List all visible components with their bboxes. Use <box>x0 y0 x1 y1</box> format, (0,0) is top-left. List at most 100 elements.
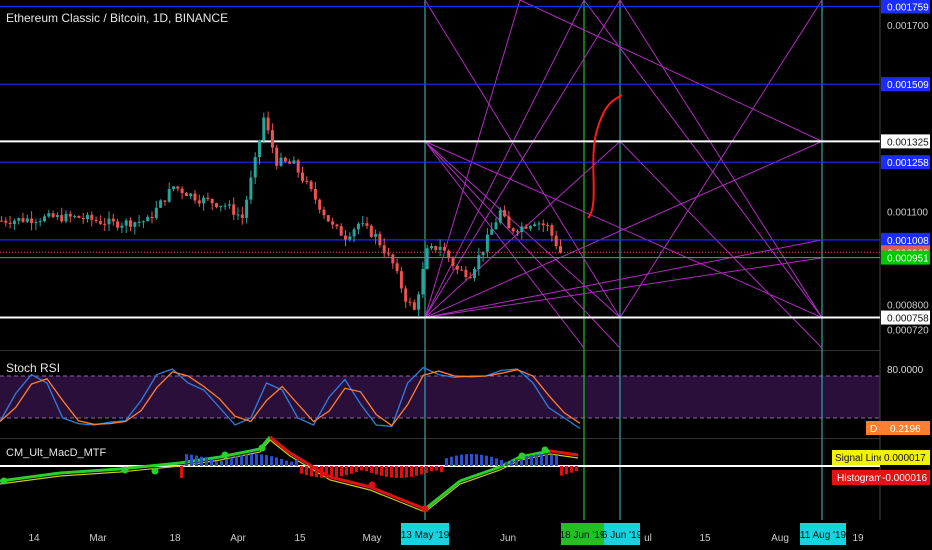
candle-body <box>240 214 244 218</box>
candle-body <box>129 220 132 227</box>
candle-body <box>485 234 489 252</box>
histogram-bar <box>400 466 403 478</box>
macd-title: CM_Ult_MacD_MTF <box>6 447 107 459</box>
macd-line-segment <box>59 467 121 475</box>
histogram-value-box <box>881 470 930 485</box>
price-axis-label: 0.000720 <box>887 325 929 336</box>
time-axis-label: 14 <box>28 533 40 544</box>
histogram-bar <box>415 466 418 476</box>
macd-line-segment <box>459 465 501 483</box>
candle-body <box>455 265 459 270</box>
candle-body <box>473 268 476 279</box>
candle-body <box>167 189 171 202</box>
histogram-bar <box>200 456 203 466</box>
candle-body <box>374 234 378 237</box>
candle-body <box>369 225 373 237</box>
candle-body <box>4 220 8 223</box>
candle-body <box>8 222 12 225</box>
signal-value-box <box>881 450 930 465</box>
candle-body <box>25 218 29 222</box>
price-axis-label: 0.001700 <box>887 21 929 32</box>
price-axis-label: 0.001100 <box>887 207 928 218</box>
signal-value: 0.000017 <box>884 453 926 464</box>
histogram-bar <box>190 454 193 466</box>
histogram-bar <box>520 457 523 466</box>
candle-body <box>477 255 481 269</box>
time-axis-label: Jun <box>500 533 516 544</box>
histogram-bar <box>370 466 373 473</box>
rsi-title: Stoch RSI <box>6 361 60 375</box>
candle-body <box>30 218 34 223</box>
candle-body <box>176 186 180 189</box>
candle-body <box>399 271 403 289</box>
candle-body <box>0 220 3 222</box>
histogram-bar <box>325 466 328 478</box>
candle-body <box>116 221 120 228</box>
histogram-bar <box>365 466 368 472</box>
macd-signal-badge: Signal Line 0.000017 <box>832 450 930 465</box>
candle-body <box>184 193 188 197</box>
histogram-bar <box>305 466 308 476</box>
panel-separator <box>0 438 880 439</box>
candle-body <box>146 216 150 222</box>
candle-body <box>301 172 304 181</box>
histogram-bar <box>485 455 488 466</box>
candle-body <box>283 157 287 162</box>
candle-body <box>356 223 360 230</box>
histogram-bar <box>220 460 223 466</box>
histogram-bar <box>315 466 318 478</box>
candle-body <box>81 217 85 220</box>
candle-body <box>51 213 55 218</box>
candle-body <box>193 193 197 201</box>
signal-label: Signal Line <box>835 453 885 464</box>
candle-body <box>339 226 343 236</box>
price-label-box <box>881 155 930 170</box>
histogram-bar <box>550 454 553 466</box>
candle-body <box>86 214 89 220</box>
time-highlight-label: 6 Jun '19 <box>602 530 643 541</box>
candle-body <box>305 180 309 182</box>
histogram-bar <box>375 466 378 475</box>
candles <box>0 111 562 317</box>
histogram-bar <box>490 456 493 466</box>
candle-body <box>533 224 537 226</box>
candle-body <box>520 226 524 232</box>
price-projection <box>587 94 623 219</box>
histogram-bar <box>335 466 338 478</box>
candle-body <box>133 222 137 227</box>
candle-body <box>438 246 442 250</box>
histogram-bar <box>505 461 508 466</box>
histogram-bar <box>525 456 528 466</box>
histogram-bar <box>285 460 288 466</box>
candle-body <box>550 225 554 236</box>
candle-body <box>262 117 266 141</box>
price-axis-label: 0.001509 <box>887 80 929 91</box>
candle-body <box>43 216 46 222</box>
candle-body <box>197 200 201 204</box>
candle-body <box>64 213 68 222</box>
candle-body <box>94 219 98 222</box>
histogram-bar <box>430 466 433 472</box>
histogram-bar <box>510 460 513 466</box>
candle-body <box>77 216 81 218</box>
candle-body <box>279 157 283 166</box>
candle-body <box>258 140 261 158</box>
histogram-bar <box>300 466 303 474</box>
candle-body <box>481 251 485 256</box>
candle-body <box>296 160 300 173</box>
candle-body <box>528 225 532 229</box>
projection-curve <box>587 94 623 219</box>
fan-line <box>424 239 823 319</box>
histogram-bar <box>180 466 183 478</box>
candle-body <box>223 205 227 207</box>
candle-body <box>524 226 528 229</box>
time-axis-label: Aug <box>771 533 789 544</box>
histogram-value: -0.000016 <box>882 473 927 484</box>
candle-body <box>288 161 292 164</box>
price-axis-label: 0.001008 <box>887 236 929 247</box>
histogram-bar <box>205 458 208 466</box>
candle-body <box>141 221 145 223</box>
price-label-box <box>881 134 930 149</box>
candle-body <box>361 223 365 225</box>
